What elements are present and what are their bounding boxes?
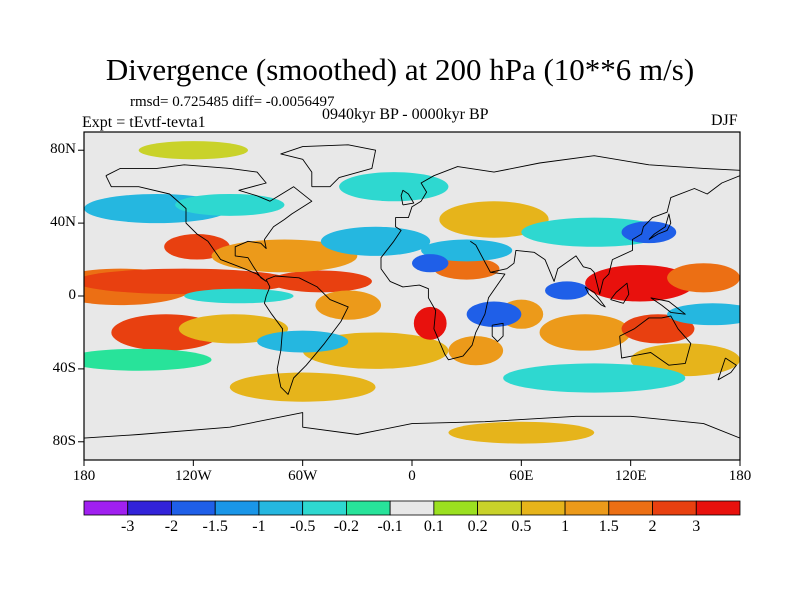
- lon-label: 0: [408, 468, 416, 484]
- colorbar-swatch: [214, 500, 260, 516]
- field-blob-14: [585, 265, 695, 302]
- colorbar-label: 0.1: [423, 518, 444, 535]
- field-blob-4: [211, 239, 358, 273]
- colorbar-label: -0.2: [333, 518, 360, 535]
- colorbar-label: 0.5: [511, 518, 532, 535]
- colorbar-label: 3: [692, 518, 701, 535]
- colorbar-label: -2: [164, 518, 179, 535]
- field-blob-15: [621, 314, 695, 344]
- colorbar-swatch: [258, 500, 304, 516]
- field-blob-17: [439, 201, 549, 238]
- coastline-south-america: [263, 275, 349, 395]
- field-blob-13: [539, 314, 631, 351]
- coastline-sumatra: [584, 286, 606, 308]
- coastline-north-america: [105, 164, 313, 282]
- lat-label: 80N: [50, 141, 76, 158]
- field-blob-34: [339, 172, 449, 202]
- colorbar-label: 1: [561, 518, 570, 535]
- divergence-field: [84, 141, 740, 444]
- colorbar-label: 0.2: [467, 518, 488, 535]
- lat-label: 0: [68, 287, 77, 303]
- colorbar-swatch: [608, 500, 653, 516]
- colorbar-swatch: [127, 500, 172, 516]
- field-blob-23: [175, 193, 285, 216]
- season-label: DJF: [711, 112, 738, 129]
- field-blob-32: [621, 221, 677, 244]
- field-blob-6: [178, 314, 289, 344]
- colorbar-swatch: [389, 500, 435, 516]
- lon-label: 60W: [288, 468, 318, 484]
- colorbar-label: -3: [121, 518, 135, 535]
- coastline-africa-eurasia: [380, 155, 740, 361]
- field-blob-11: [448, 336, 504, 366]
- field-blob-36: [503, 363, 686, 393]
- colorbar-swatch: [83, 500, 129, 516]
- coastline-new-guinea: [650, 297, 686, 315]
- colorbar-swatch: [302, 500, 347, 516]
- colorbar-swatch: [520, 500, 566, 516]
- axis-ticks: [78, 149, 741, 466]
- field-blob-25: [421, 239, 513, 262]
- colorbar: [83, 500, 741, 516]
- field-blob-7: [315, 290, 382, 320]
- field-blob-28: [466, 301, 522, 327]
- coastline-greenland: [280, 144, 377, 188]
- coastline-japan: [648, 213, 672, 240]
- field-blob-27: [545, 281, 589, 300]
- field-blob-30: [257, 330, 349, 353]
- colorbar-label: 1.5: [598, 518, 619, 535]
- lon-label: 180: [728, 468, 752, 484]
- coastline-red-sea-gap: [470, 240, 491, 273]
- colorbar-swatch: [477, 500, 522, 516]
- colorbar-swatch: [345, 500, 391, 516]
- coastline-new-zealand: [717, 357, 737, 381]
- coastline-antarctica: [84, 412, 740, 439]
- lat-label: 40N: [50, 214, 76, 231]
- lon-label: 60E: [509, 468, 534, 484]
- field-blob-2: [269, 270, 372, 293]
- coastline-borneo: [610, 282, 630, 304]
- coastline-madagascar: [491, 322, 504, 343]
- field-blob-24: [320, 226, 431, 256]
- field-blob-16: [667, 263, 740, 293]
- colorbar-swatch: [695, 500, 741, 516]
- field-blob-35: [84, 348, 212, 371]
- colorbar-swatch: [171, 500, 216, 516]
- coastline-britain: [400, 189, 415, 206]
- lon-label: 120E: [614, 468, 647, 484]
- field-blob-1: [84, 268, 294, 295]
- colorbar-swatch: [564, 500, 610, 516]
- field-blob-9: [413, 306, 447, 340]
- field-blob-33: [667, 303, 740, 326]
- colorbar-swatch: [433, 500, 479, 516]
- experiment-label: Expt = tEvtf-tevta1: [82, 114, 206, 131]
- field-blob-29: [184, 288, 294, 304]
- field-blob-21: [138, 141, 248, 160]
- colorbar-label: -0.5: [289, 518, 316, 535]
- coastlines: [84, 144, 740, 439]
- field-blob-10: [433, 257, 500, 280]
- field-blob-19: [229, 372, 376, 402]
- lon-label: 120W: [174, 468, 212, 484]
- colorbar-label: -0.1: [377, 518, 403, 535]
- colorbar-swatch: [652, 500, 697, 516]
- colorbar-label: -1: [252, 518, 266, 535]
- lat-label: 40S: [52, 359, 76, 376]
- period-label: 0940kyr BP - 0000kyr BP: [322, 106, 489, 123]
- rmsd-diff-stats: rmsd= 0.725485 diff= -0.0056497: [130, 94, 335, 110]
- colorbar-label: 2: [648, 518, 657, 535]
- field-blob-20: [448, 421, 595, 444]
- coastline-australia: [619, 315, 692, 366]
- figure-title: Divergence (smoothed) at 200 hPa (10**6 …: [105, 52, 695, 87]
- lat-label: 80S: [52, 432, 76, 449]
- colorbar-label: -1.5: [202, 518, 228, 535]
- lon-label: 180: [72, 468, 96, 484]
- field-blob-26: [412, 254, 449, 273]
